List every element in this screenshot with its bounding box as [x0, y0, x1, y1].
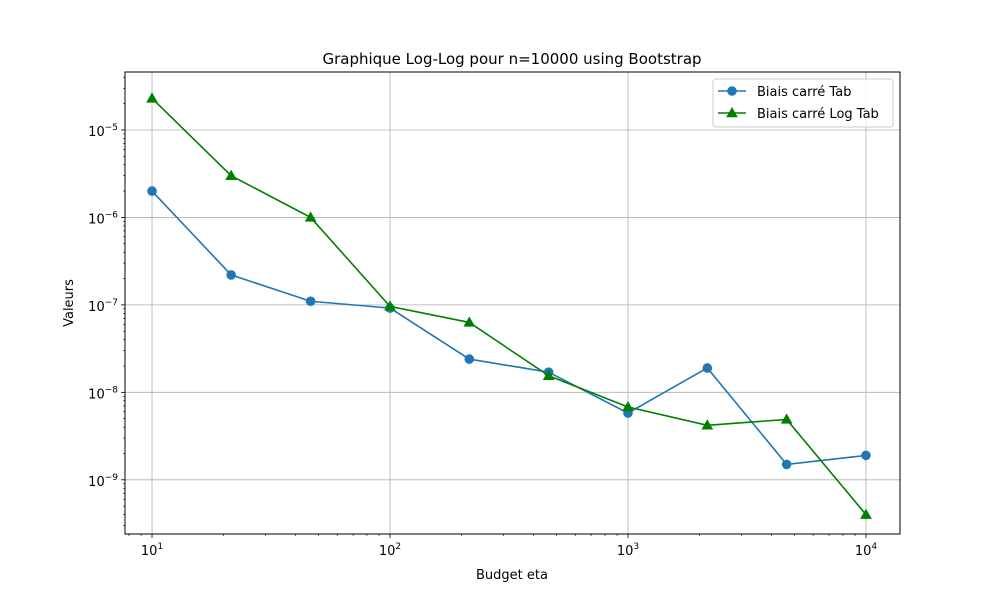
legend-marker: [727, 86, 737, 96]
data-point: [226, 270, 236, 280]
data-point: [464, 354, 475, 364]
series-layer: [146, 92, 872, 519]
y-tick-label: 10−6: [88, 210, 118, 227]
data-point: [542, 369, 555, 380]
y-tick-label: 10−7: [88, 298, 118, 315]
data-point: [147, 186, 157, 196]
data-point: [702, 363, 713, 373]
legend-label: Biais carré Log Tab: [757, 107, 879, 122]
y-tick-label: 10−8: [88, 385, 118, 402]
chart-title: Graphique Log-Log pour n=10000 using Boo…: [322, 50, 701, 68]
x-tick-label: 102: [379, 542, 401, 559]
legend-marker: [726, 106, 738, 118]
series-1: [147, 186, 871, 470]
x-tick-label: 103: [617, 542, 639, 559]
data-point: [780, 413, 793, 424]
x-tick-label: 104: [855, 542, 878, 559]
legend-item: Biais carré Log Tab: [718, 106, 879, 122]
data-point: [304, 211, 317, 222]
y-tick-label: 10−9: [88, 473, 118, 490]
data-point: [225, 169, 237, 180]
y-tick-label: 10−5: [88, 123, 118, 140]
y-axis-label: Valeurs: [62, 279, 77, 327]
data-point: [861, 450, 871, 461]
data-point: [701, 419, 714, 430]
data-point: [781, 459, 792, 470]
data-point: [622, 400, 634, 412]
data-point: [305, 296, 316, 307]
legend-label: Biais carré Tab: [757, 85, 851, 100]
x-axis-label: Budget eta: [476, 568, 548, 583]
data-point: [463, 316, 476, 327]
series-line: [151, 97, 867, 516]
data-point: [860, 508, 872, 519]
major-ticks: [121, 129, 867, 538]
series-line: [151, 190, 867, 466]
data-point: [384, 300, 396, 311]
minor-ticks: [123, 77, 856, 536]
series-2: [146, 92, 872, 519]
legend-item: Biais carré Tab: [718, 85, 851, 100]
grid-lines: [125, 72, 900, 534]
plot-frame: [124, 71, 901, 535]
legend: Biais carré Tab Biais carré Log Tab: [712, 78, 894, 128]
data-point: [146, 92, 158, 103]
x-tick-label: 101: [141, 542, 163, 559]
legend-box: [712, 78, 894, 128]
